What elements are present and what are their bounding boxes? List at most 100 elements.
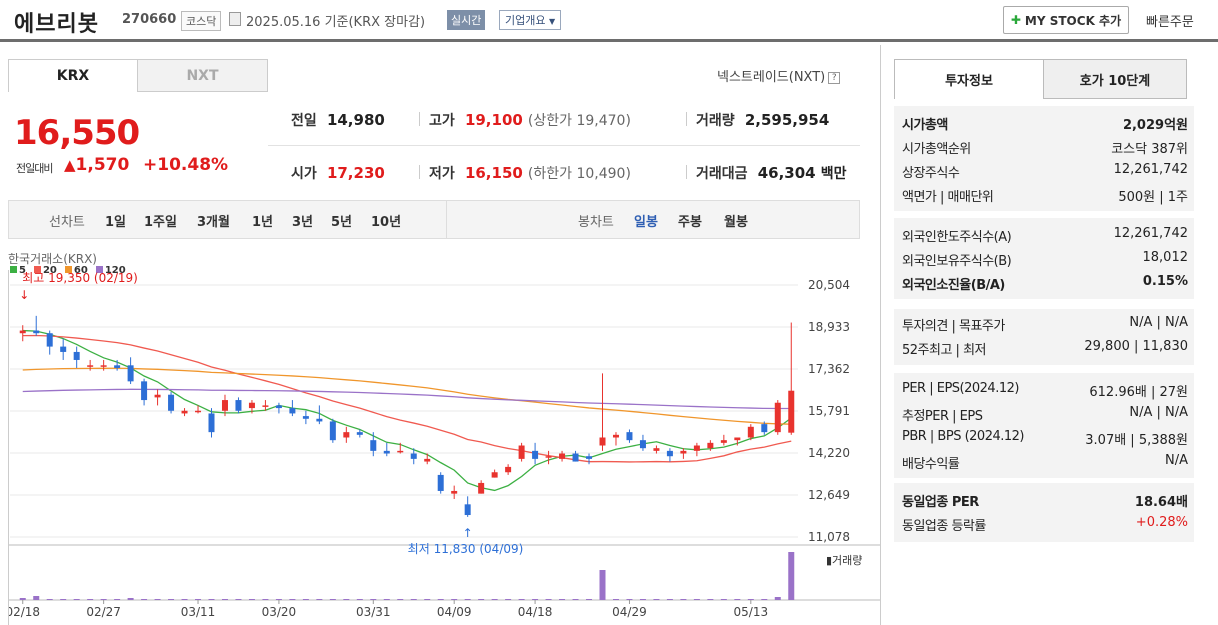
x-tick-label: 02/18	[8, 605, 40, 619]
candle-body	[181, 410, 188, 414]
info-label: 배당수익률	[902, 457, 960, 472]
volume-bar	[774, 597, 781, 600]
candle-body	[518, 445, 525, 459]
candle-body	[424, 458, 431, 462]
stat-volume: 거래량 2,595,954	[696, 110, 829, 130]
stock-code: 270660	[122, 12, 177, 27]
y-tick-label: 18,933	[808, 320, 850, 334]
info-label: 외국인한도주식수(A)	[902, 230, 1012, 245]
stock-name: 에브리봇	[14, 12, 99, 37]
volume-value: 2,595,954	[744, 111, 830, 129]
change-percent: +10.48%	[143, 155, 229, 175]
nxt-trade-text: 넥스트레이드(NXT)	[717, 70, 826, 85]
candle-body	[46, 333, 53, 347]
volume-bar	[599, 570, 606, 600]
volume-bar	[451, 599, 458, 600]
x-tick-label: 02/27	[86, 605, 121, 619]
realtime-badge[interactable]: 실시간	[447, 10, 486, 30]
candle-body	[572, 453, 579, 462]
candle-daily[interactable]: 일봉	[634, 215, 658, 230]
prev-close-label: 전일	[291, 113, 317, 129]
valuation-section: PER | EPS(2024.12) 612.96배 | 27원 추정PER | E…	[894, 373, 1194, 478]
candle-body	[208, 413, 215, 433]
volume-bar	[424, 599, 431, 600]
mystock-label: MY STOCK 추가	[1024, 13, 1122, 28]
info-value: 12,261,742	[1113, 162, 1188, 177]
market-cap-section: 시가총액 2,029억원 시가총액순위 코스닥 387위 상장주식수 12,261,742…	[894, 106, 1194, 211]
quick-order-link[interactable]: 빠른주문	[1146, 15, 1194, 30]
volume-bar	[559, 599, 566, 600]
candle-body	[761, 424, 768, 433]
candle-body	[491, 472, 498, 478]
up-arrow-icon: ↑	[463, 526, 473, 540]
volume-bar	[532, 599, 539, 600]
candle-body	[168, 394, 175, 411]
info-value: 18,012	[1142, 250, 1189, 265]
period-1w[interactable]: 1주일	[144, 215, 177, 230]
info-label: 시가총액	[902, 118, 948, 133]
info-row: 외국인한도주식수(A) 12,261,742	[902, 226, 1188, 245]
volume-bar	[383, 599, 390, 600]
candle-weekly[interactable]: 주봉	[678, 215, 702, 230]
foreign-section: 외국인한도주식수(A) 12,261,742 외국인보유주식수(B) 18,012 외국…	[894, 218, 1194, 299]
x-tick-label: 03/11	[181, 605, 216, 619]
volume-bar	[626, 599, 633, 600]
y-tick-label: 14,220	[808, 446, 850, 460]
help-icon[interactable]: ?	[828, 71, 841, 84]
company-overview-button[interactable]: 기업개요 ▼	[499, 10, 562, 30]
period-1y[interactable]: 1년	[252, 215, 274, 230]
volume-bar	[505, 599, 512, 600]
mystock-add-button[interactable]: ✚ MY STOCK 추가	[1003, 6, 1129, 34]
info-value: 0.15%	[1142, 274, 1188, 289]
period-1d[interactable]: 1일	[105, 215, 127, 230]
y-tick-label: 11,078	[808, 530, 850, 544]
volume-bar	[720, 599, 727, 600]
tab-nxt[interactable]: NXT	[137, 59, 268, 92]
lower-limit: (하한가 10,490)	[527, 166, 631, 182]
candle-body	[127, 365, 134, 382]
plus-icon: ✚	[1010, 13, 1021, 27]
ma-line-60	[22, 367, 792, 425]
tab-hoga[interactable]: 호가 10단계	[1043, 59, 1187, 99]
high-value: 19,100	[464, 111, 523, 129]
candle-body	[19, 330, 26, 334]
info-value: 500원 | 1주	[1118, 190, 1188, 205]
period-10y[interactable]: 10년	[371, 215, 402, 230]
stat-low: 저가 16,150 (하한가 10,490)	[429, 163, 631, 183]
candle-body	[653, 448, 660, 451]
ma-line-5	[22, 329, 792, 492]
divider	[419, 112, 420, 126]
info-row: 시가총액 2,029억원	[902, 114, 1188, 133]
info-value: 18.64배	[1134, 495, 1188, 510]
info-row: 외국인소진율(B/A) 0.15%	[902, 274, 1188, 293]
candle-body	[60, 346, 67, 352]
volume-bar	[491, 599, 498, 600]
divider	[686, 165, 687, 179]
candle-monthly[interactable]: 월봉	[724, 215, 748, 230]
period-3y[interactable]: 3년	[292, 215, 314, 230]
volume-bar	[87, 599, 94, 600]
ma-legend-label: 120	[104, 265, 126, 276]
info-row: 추정PER | EPS N/A | N/A	[902, 405, 1188, 424]
candlestick-chart: 20,504 18,933 17,362 15,791 14,220 12,649 11,0…	[8, 271, 880, 619]
trade-value-unit: 백만	[820, 166, 847, 182]
high-label: 고가	[429, 113, 455, 129]
tab-invest-info[interactable]: 투자정보	[894, 59, 1044, 99]
volume-bar	[195, 599, 202, 600]
candle-body	[195, 410, 202, 413]
info-row: 동일업종 PER 18.64배	[902, 491, 1188, 510]
candle-body	[383, 450, 390, 454]
tab-krx[interactable]: KRX	[8, 59, 138, 92]
info-label: 외국인소진율(B/A)	[902, 278, 1005, 293]
period-3m[interactable]: 3개월	[197, 215, 230, 230]
chart-left-border	[8, 270, 9, 625]
volume-bar	[572, 599, 579, 600]
company-overview-label: 기업개요	[505, 14, 546, 27]
period-5y[interactable]: 5년	[331, 215, 353, 230]
candle-body	[478, 482, 485, 494]
y-tick-label: 15,791	[808, 404, 850, 418]
down-arrow-icon: ↓	[19, 288, 29, 302]
candle-body	[788, 390, 795, 433]
volume-bar	[464, 599, 471, 600]
stat-trade-value: 거래대금 46,304 백만	[696, 163, 846, 183]
